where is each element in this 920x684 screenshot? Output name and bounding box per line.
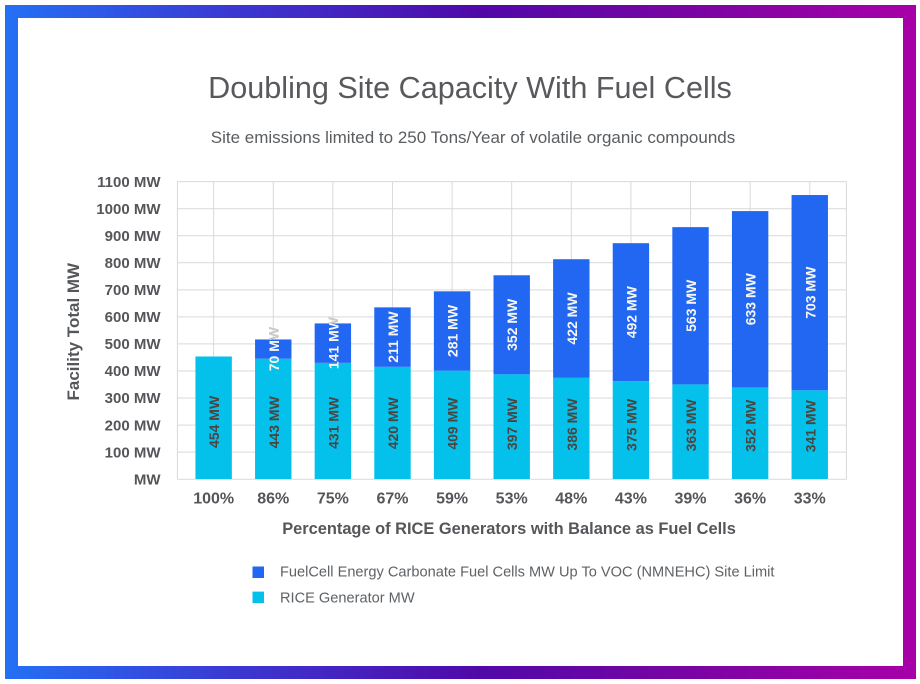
svg-text:FuelCell Energy Carbonate Fuel: FuelCell Energy Carbonate Fuel Cells MW … <box>280 565 774 581</box>
svg-text:211 MW: 211 MW <box>385 311 401 363</box>
svg-text:300 MW: 300 MW <box>105 390 162 407</box>
svg-text:700 MW: 700 MW <box>105 282 162 299</box>
svg-text:363 MW: 363 MW <box>683 398 699 451</box>
svg-text:100%: 100% <box>193 491 234 508</box>
svg-text:492 MW: 492 MW <box>623 285 639 338</box>
svg-text:Facility Total MW: Facility Total MW <box>64 262 83 401</box>
svg-text:36%: 36% <box>734 491 766 508</box>
svg-text:67%: 67% <box>376 491 408 508</box>
svg-text:Doubling Site Capacity With Fu: Doubling Site Capacity With Fuel Cells <box>208 71 732 105</box>
svg-text:900 MW: 900 MW <box>105 228 162 245</box>
svg-text:500 MW: 500 MW <box>105 336 162 353</box>
svg-text:633 MW: 633 MW <box>743 272 759 325</box>
svg-text:600 MW: 600 MW <box>105 309 162 326</box>
svg-text:MW: MW <box>134 471 161 488</box>
svg-text:100 MW: 100 MW <box>105 444 162 461</box>
svg-text:281 MW: 281 MW <box>445 304 461 357</box>
svg-text:48%: 48% <box>555 491 587 508</box>
svg-text:352 MW: 352 MW <box>743 399 759 452</box>
svg-text:39%: 39% <box>675 491 707 508</box>
svg-text:341 MW: 341 MW <box>802 399 818 452</box>
svg-text:386 MW: 386 MW <box>564 398 580 451</box>
svg-text:86%: 86% <box>257 491 289 508</box>
svg-text:59%: 59% <box>436 491 468 508</box>
svg-text:75%: 75% <box>317 491 349 508</box>
svg-text:375 MW: 375 MW <box>623 398 639 451</box>
svg-text:409 MW: 409 MW <box>445 397 461 450</box>
svg-text:Site emissions limited to 250: Site emissions limited to 250 Tons/Year … <box>211 128 735 147</box>
svg-text:563 MW: 563 MW <box>683 279 699 332</box>
svg-text:352 MW: 352 MW <box>504 298 520 351</box>
svg-text:431 MW: 431 MW <box>325 396 341 449</box>
svg-text:1000 MW: 1000 MW <box>96 201 161 218</box>
svg-text:RICE Generator MW: RICE Generator MW <box>280 590 415 606</box>
svg-text:454 MW: 454 MW <box>206 395 222 448</box>
svg-text:70 MW: 70 MW <box>265 326 281 371</box>
svg-text:Percentage of RICE Generators: Percentage of RICE Generators with Balan… <box>282 520 736 538</box>
svg-text:1100 MW: 1100 MW <box>97 174 161 191</box>
svg-text:422 MW: 422 MW <box>564 292 580 345</box>
svg-text:70 MW: 70 MW <box>266 326 282 371</box>
svg-text:800 MW: 800 MW <box>105 255 162 272</box>
svg-text:33%: 33% <box>794 491 826 508</box>
svg-text:443 MW: 443 MW <box>266 395 282 448</box>
svg-text:397 MW: 397 MW <box>504 397 520 450</box>
svg-text:141 MW: 141 MW <box>325 316 341 369</box>
svg-text:200 MW: 200 MW <box>105 417 162 434</box>
svg-text:53%: 53% <box>496 491 528 508</box>
svg-text:703 MW: 703 MW <box>802 266 818 319</box>
svg-text:400 MW: 400 MW <box>105 363 162 380</box>
svg-text:141 MW: 141 MW <box>325 316 341 369</box>
svg-text:43%: 43% <box>615 491 647 508</box>
svg-text:420 MW: 420 MW <box>385 396 401 449</box>
